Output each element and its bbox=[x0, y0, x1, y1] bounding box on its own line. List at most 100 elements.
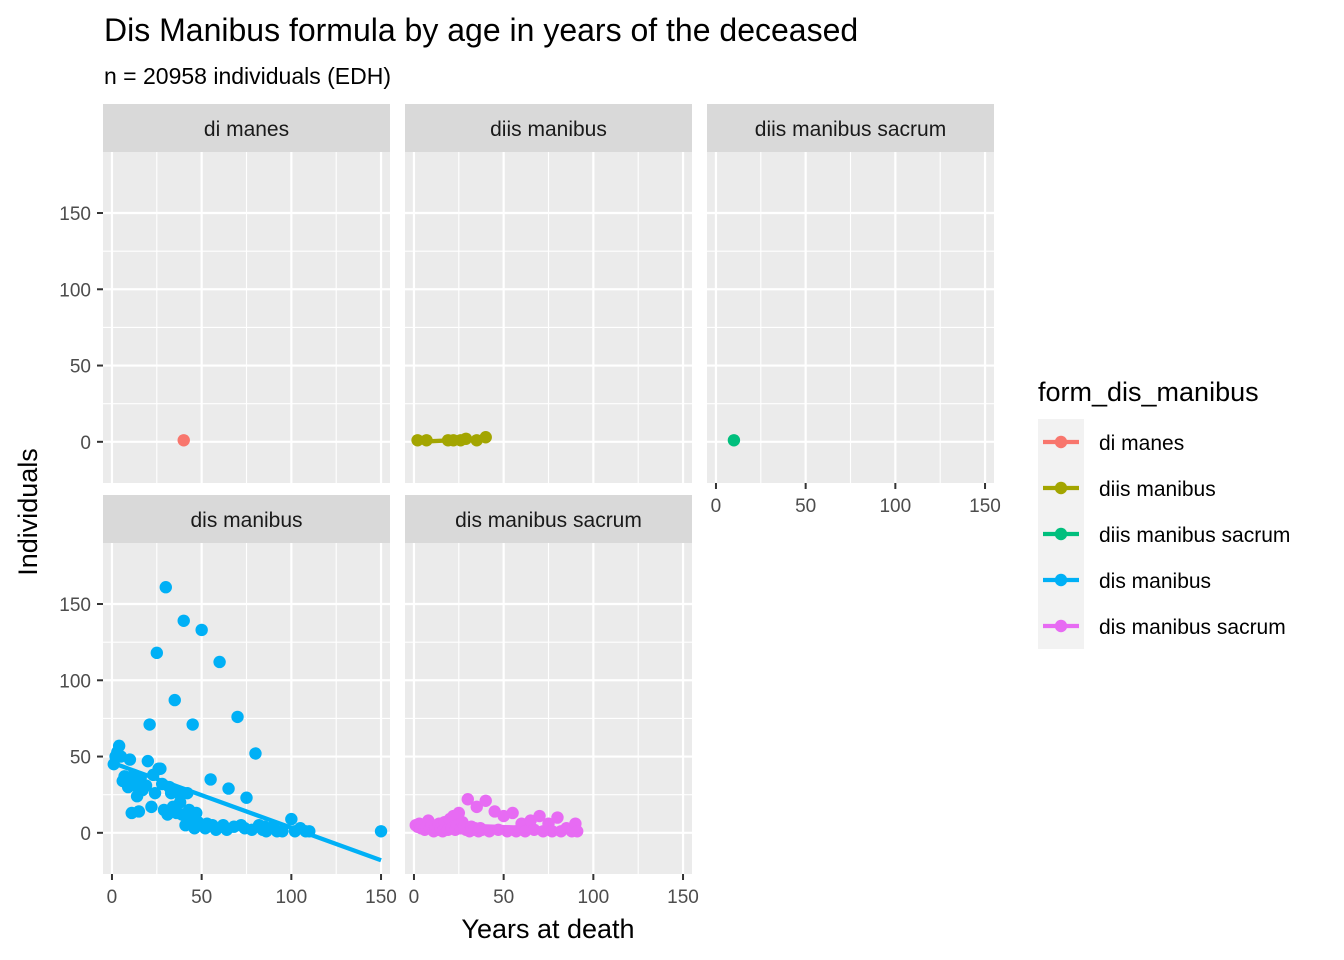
data-point-dis-manibus bbox=[303, 825, 316, 838]
data-point-diis-manibus bbox=[459, 432, 473, 445]
data-point-dis-manibus bbox=[141, 754, 155, 768]
data-point-dis-manibus bbox=[177, 614, 190, 627]
x-tick-label: 150 bbox=[365, 887, 397, 908]
legend-item-dis-manibus-sacrum: dis manibus sacrum bbox=[1043, 616, 1286, 639]
y-tick-label: 150 bbox=[59, 204, 91, 225]
facet-strip-dis-manibus bbox=[103, 495, 390, 543]
facet-strip-label-di-manes: di manes bbox=[204, 118, 289, 141]
facet-di-manes: di manes 0 50 100 150 bbox=[59, 104, 390, 483]
y-tick-label: 100 bbox=[59, 280, 91, 301]
x-tick-label: 50 bbox=[795, 496, 816, 517]
facet-strip-dis-manibus-sacrum bbox=[405, 495, 692, 543]
data-point-di-manes bbox=[177, 434, 190, 447]
facet-diis-manibus: diis manibus bbox=[405, 104, 692, 483]
y-tick-label: 50 bbox=[70, 748, 91, 769]
data-point-dis-manibus bbox=[123, 753, 137, 766]
y-tick-label: 0 bbox=[80, 824, 91, 845]
y-tick-label: 0 bbox=[80, 433, 91, 454]
legend-label: dis manibus sacrum bbox=[1099, 616, 1286, 639]
facet-strip-label-dis-manibus: dis manibus bbox=[190, 509, 302, 532]
legend-title: form_dis_manibus bbox=[1038, 377, 1259, 407]
data-point-dis-manibus bbox=[148, 786, 162, 800]
x-tick-label: 100 bbox=[275, 887, 307, 908]
facet-strip-diis-manibus-sacrum bbox=[707, 104, 994, 152]
chart-subtitle: n = 20958 individuals (EDH) bbox=[104, 63, 391, 89]
data-point-dis-manibus-sacrum bbox=[533, 809, 546, 823]
facet-panels: di manes 0 50 100 150 diis manibus diis manibu… bbox=[59, 104, 1001, 908]
data-point-dis-manibus-sacrum bbox=[479, 794, 492, 807]
data-point-dis-manibus bbox=[249, 747, 262, 760]
data-point-diis-manibus bbox=[411, 434, 424, 447]
y-tick-label: 100 bbox=[59, 671, 91, 692]
data-point-dis-manibus bbox=[150, 646, 164, 660]
legend-key-point bbox=[1054, 435, 1068, 449]
data-point-dis-manibus-sacrum bbox=[501, 825, 514, 838]
y-tick-label: 150 bbox=[59, 595, 91, 616]
data-point-dis-manibus bbox=[168, 693, 181, 707]
facet-diis-manibus-sacrum: diis manibus sacrum 0 50 100 150 bbox=[707, 104, 1001, 517]
legend-key-point bbox=[1054, 619, 1068, 633]
data-point-dis-manibus-sacrum bbox=[470, 800, 483, 814]
facet-strip-label-diis-manibus-sacrum: diis manibus sacrum bbox=[755, 118, 946, 141]
x-tick-label: 100 bbox=[577, 887, 609, 908]
legend-key-point bbox=[1054, 527, 1068, 541]
legend-item-di-manes: di manes bbox=[1043, 432, 1184, 455]
data-point-dis-manibus bbox=[285, 812, 298, 826]
facet-dis-manibus: dis manibus 0 50 100 150 0 50 100 150 bbox=[59, 495, 397, 908]
data-point-dis-manibus-sacrum bbox=[571, 825, 584, 838]
data-point-dis-manibus bbox=[181, 786, 194, 800]
legend-key-point bbox=[1054, 573, 1068, 587]
legend-label: di manes bbox=[1099, 432, 1184, 455]
legend-key-point bbox=[1054, 481, 1068, 495]
data-point-diis-manibus bbox=[420, 434, 433, 447]
facet-strip-label-dis-manibus-sacrum: dis manibus sacrum bbox=[455, 509, 642, 532]
chart-title: Dis Manibus formula by age in years of t… bbox=[104, 12, 858, 48]
data-point-dis-manibus bbox=[139, 779, 153, 792]
data-point-dis-manibus-sacrum bbox=[506, 806, 519, 820]
legend-label: diis manibus bbox=[1099, 478, 1216, 501]
data-point-dis-manibus bbox=[374, 825, 388, 838]
x-tick-label: 150 bbox=[969, 496, 1001, 517]
x-tick-label: 150 bbox=[667, 887, 699, 908]
facet-strip-di-manes bbox=[103, 104, 390, 152]
data-point-dis-manibus bbox=[204, 773, 217, 786]
x-tick-label: 50 bbox=[493, 887, 514, 908]
y-tick-label: 50 bbox=[70, 357, 91, 378]
legend-item-diis-manibus: diis manibus bbox=[1043, 478, 1216, 501]
data-point-dis-manibus bbox=[159, 581, 172, 594]
data-point-dis-manibus bbox=[132, 805, 146, 818]
y-axis-title: Individuals bbox=[13, 448, 43, 576]
x-axis-title: Years at death bbox=[461, 914, 634, 944]
data-point-diis-manibus bbox=[479, 431, 492, 444]
data-point-diis-manibus-sacrum bbox=[727, 434, 741, 447]
facet-dis-manibus-sacrum: dis manibus sacrum 0 50 100 150 bbox=[405, 495, 699, 908]
x-tick-label: 50 bbox=[191, 887, 212, 908]
data-point-dis-manibus-sacrum bbox=[461, 793, 474, 806]
data-point-dis-manibus bbox=[143, 718, 156, 731]
data-point-dis-manibus-sacrum bbox=[551, 811, 564, 824]
data-point-dis-manibus bbox=[213, 655, 226, 669]
legend: form_dis_manibus di manes diis manibus dii… bbox=[1038, 377, 1290, 649]
data-point-dis-manibus bbox=[195, 623, 208, 637]
data-point-dis-manibus bbox=[222, 782, 235, 795]
data-point-dis-manibus bbox=[173, 796, 187, 809]
data-point-dis-manibus bbox=[145, 800, 158, 814]
legend-item-dis-manibus: dis manibus bbox=[1043, 570, 1211, 593]
data-point-dis-manibus bbox=[112, 739, 126, 753]
legend-label: diis manibus sacrum bbox=[1099, 524, 1290, 547]
data-point-dis-manibus bbox=[240, 791, 253, 804]
x-tick-label: 0 bbox=[711, 496, 722, 517]
data-point-dis-manibus bbox=[231, 710, 244, 724]
data-point-dis-manibus bbox=[276, 825, 289, 838]
facet-strip-diis-manibus bbox=[405, 104, 692, 152]
data-point-dis-manibus bbox=[154, 762, 167, 775]
data-point-dis-manibus-sacrum bbox=[545, 825, 559, 838]
data-point-dis-manibus bbox=[186, 718, 199, 731]
x-tick-label: 100 bbox=[879, 496, 911, 517]
legend-item-diis-manibus-sacrum: diis manibus sacrum bbox=[1043, 524, 1290, 547]
legend-label: dis manibus bbox=[1099, 570, 1211, 593]
facet-strip-label-diis-manibus: diis manibus bbox=[490, 118, 607, 141]
x-tick-label: 0 bbox=[409, 887, 420, 908]
x-tick-label: 0 bbox=[107, 887, 118, 908]
